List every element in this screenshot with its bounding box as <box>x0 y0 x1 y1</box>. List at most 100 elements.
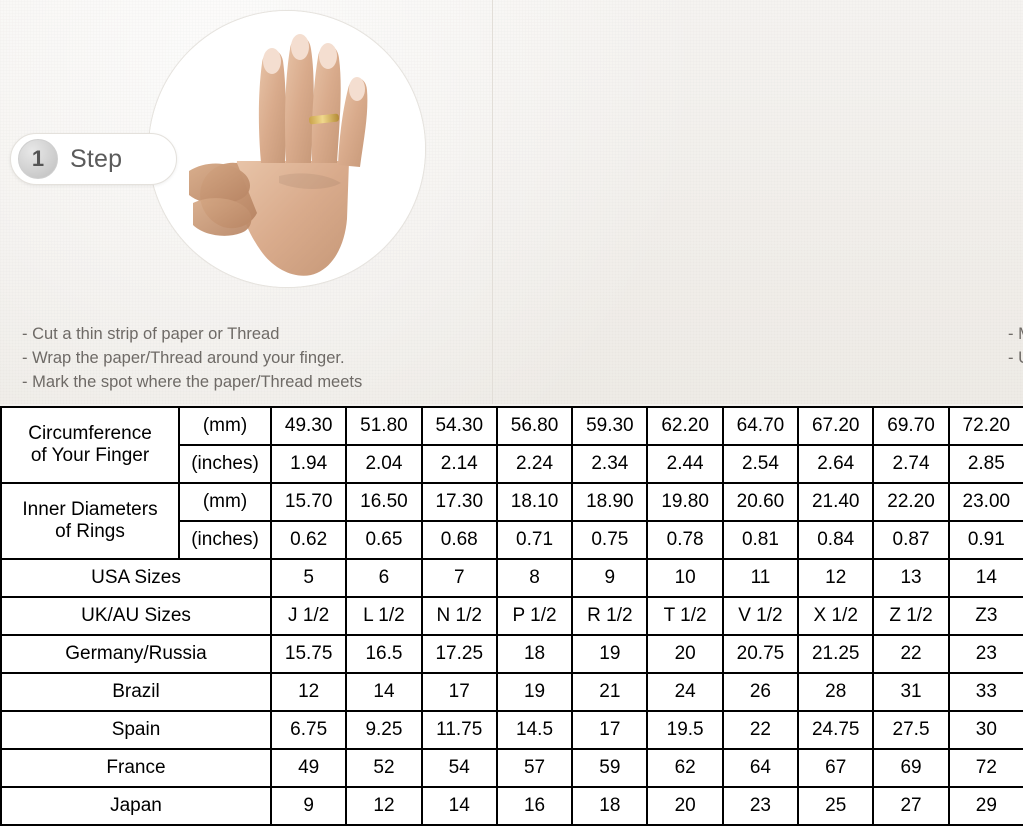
table-row: Japan 9 12 14 16 18 20 23 25 27 29 <box>0 786 1023 826</box>
cell: 0.84 <box>797 520 875 560</box>
cell: 56.80 <box>495 406 574 446</box>
cell: 16.50 <box>345 482 423 522</box>
cell: 15.75 <box>269 634 348 674</box>
cell: 0.65 <box>345 520 423 560</box>
cell: 0.78 <box>646 520 724 560</box>
gold-ring-icon <box>308 113 340 125</box>
cell: 5 <box>269 558 348 598</box>
cell: P 1/2 <box>495 596 574 636</box>
unit-cell: (mm) <box>178 406 272 446</box>
cell: 14.5 <box>495 710 574 750</box>
step-2-instructions: - Measure the length of the thread with … <box>1008 322 1023 370</box>
cell: R 1/2 <box>571 596 649 636</box>
cell: 29 <box>947 786 1023 826</box>
cell: 67 <box>797 748 875 788</box>
cell: 2.85 <box>947 444 1023 484</box>
cell: 2.74 <box>872 444 950 484</box>
cell: L 1/2 <box>345 596 423 636</box>
cell: 17.25 <box>420 634 498 674</box>
cell: 18 <box>571 786 649 826</box>
cell: 10 <box>646 558 724 598</box>
cell: 2.64 <box>797 444 875 484</box>
cell: 72.20 <box>947 406 1023 446</box>
cell: 26 <box>721 672 800 712</box>
cell: 69.70 <box>872 406 950 446</box>
size-chart-section: Circumference of Your Finger (mm) 49.30 5… <box>0 406 1023 826</box>
cell: 62.20 <box>646 406 724 446</box>
cell: N 1/2 <box>420 596 498 636</box>
cell: 23 <box>721 786 800 826</box>
cell: 18.90 <box>571 482 649 522</box>
row-label-japan: Japan <box>0 786 272 826</box>
cell: 21.40 <box>797 482 875 522</box>
cell: 54.30 <box>420 406 498 446</box>
table-row: Circumference of Your Finger (mm) 49.30 5… <box>0 406 1023 484</box>
panel-divider <box>492 0 493 404</box>
cell: 27 <box>872 786 950 826</box>
cell: 19.5 <box>646 710 724 750</box>
cell: 69 <box>872 748 950 788</box>
row-label-spain: Spain <box>0 710 272 750</box>
cell: 22 <box>872 634 950 674</box>
cell: 0.91 <box>947 520 1023 560</box>
cell: 9 <box>269 786 348 826</box>
cell: 72 <box>947 748 1023 788</box>
cell: 22 <box>721 710 800 750</box>
cell: 0.71 <box>495 520 574 560</box>
cell: 19 <box>571 634 649 674</box>
table-row: France 49 52 54 57 59 62 64 67 69 72 <box>0 748 1023 788</box>
table-row: Spain 6.75 9.25 11.75 14.5 17 19.5 22 24… <box>0 710 1023 750</box>
cell: 12 <box>797 558 875 598</box>
cell: 64 <box>721 748 800 788</box>
step-1-label: Step <box>70 144 123 173</box>
cell: 8 <box>495 558 574 598</box>
instruction-line: - Use the following chart to determine y… <box>1008 349 1023 367</box>
cell: 20.60 <box>721 482 800 522</box>
step-1-badge: 1 Step <box>10 133 177 185</box>
instruction-line: - Wrap the paper/Thread around your fing… <box>22 349 345 367</box>
cell: 0.68 <box>420 520 498 560</box>
table-row: (inches) 1.94 2.04 2.14 2.24 2.34 2.44 2… <box>1 444 1023 484</box>
cell: 20.75 <box>721 634 800 674</box>
cell: 28 <box>797 672 875 712</box>
cell: 12 <box>269 672 348 712</box>
cell: J 1/2 <box>269 596 348 636</box>
cell: 0.62 <box>269 520 348 560</box>
cell: 16 <box>495 786 574 826</box>
cell: 30 <box>947 710 1023 750</box>
instruction-line: - Measure the length of the thread with … <box>1008 325 1023 343</box>
cell: 24.75 <box>797 710 875 750</box>
cell: V 1/2 <box>721 596 800 636</box>
cell: 15.70 <box>269 482 348 522</box>
cell: 11.75 <box>420 710 498 750</box>
table-row: (inches) 0.62 0.65 0.68 0.71 0.75 0.78 0… <box>1 520 1023 560</box>
cell: 51.80 <box>345 406 423 446</box>
cell: 12 <box>345 786 423 826</box>
cell: 59.30 <box>571 406 649 446</box>
cell: 11 <box>721 558 800 598</box>
cell: 19 <box>495 672 574 712</box>
unit-cell: (inches) <box>178 444 272 484</box>
cell: Z3 <box>947 596 1023 636</box>
table-row: Brazil 12 14 17 19 21 24 26 28 31 33 <box>0 672 1023 712</box>
cell: T 1/2 <box>646 596 724 636</box>
row-label-germany-russia: Germany/Russia <box>0 634 272 674</box>
cell: X 1/2 <box>797 596 875 636</box>
cell: 18 <box>495 634 574 674</box>
cell: 9 <box>571 558 649 598</box>
cell: 2.14 <box>420 444 498 484</box>
cell: 14 <box>420 786 498 826</box>
cell: 54 <box>420 748 498 788</box>
cell: 17 <box>420 672 498 712</box>
cell: 2.04 <box>345 444 423 484</box>
cell: 23 <box>947 634 1023 674</box>
cell: 2.54 <box>721 444 800 484</box>
cell: 17.30 <box>420 482 498 522</box>
cell: 21.25 <box>797 634 875 674</box>
cell: 0.75 <box>571 520 649 560</box>
cell: 67.20 <box>797 406 875 446</box>
step-2-panel: 1 2 3 MADE IN TAIWAN 2 Step - Measure th… <box>493 0 1023 404</box>
cell: 52 <box>345 748 423 788</box>
cell: 64.70 <box>721 406 800 446</box>
cell: Z 1/2 <box>872 596 950 636</box>
